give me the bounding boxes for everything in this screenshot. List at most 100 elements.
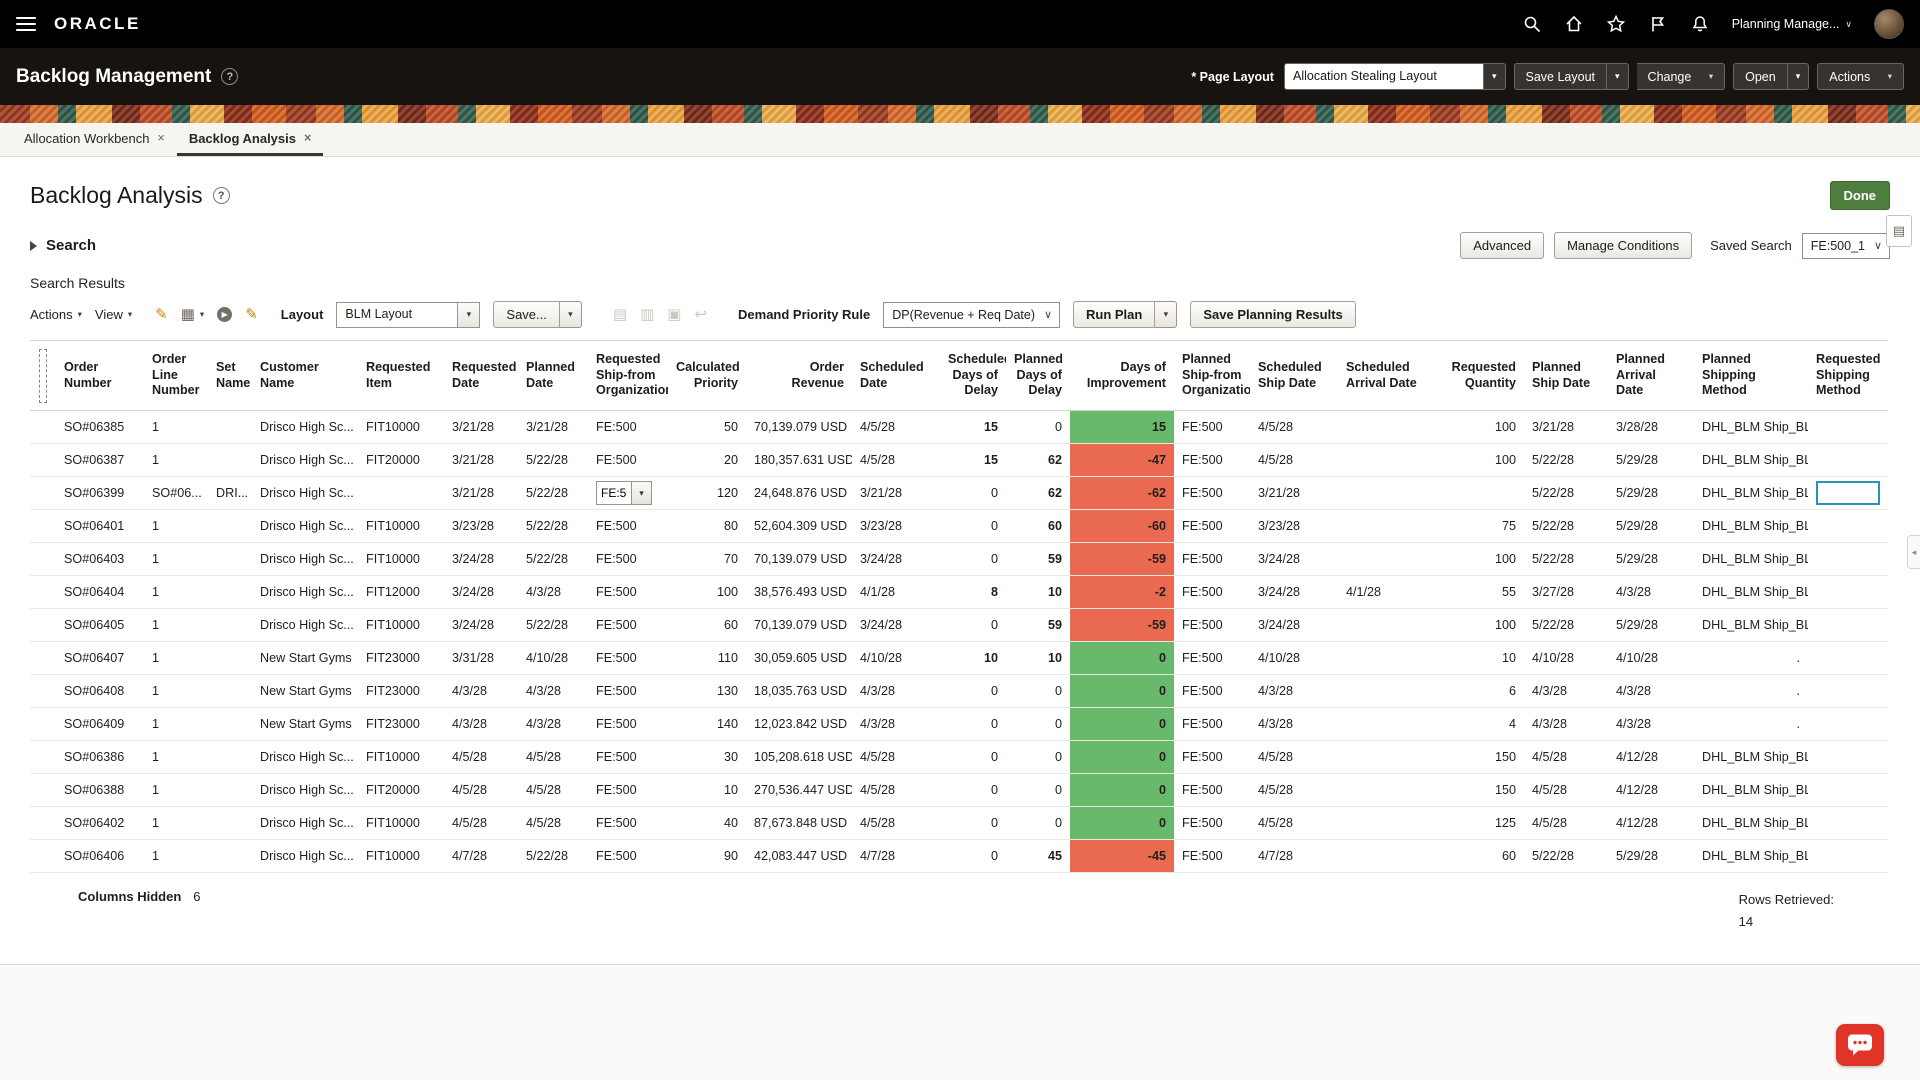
tab-close-icon[interactable]: × xyxy=(158,131,165,145)
column-header[interactable]: Planned Arrival Date xyxy=(1608,341,1694,411)
search-icon[interactable] xyxy=(1522,14,1542,34)
requested-shipping-method-input[interactable] xyxy=(1816,481,1880,505)
view-menu[interactable]: View▾ xyxy=(95,307,132,322)
announcements-flag-icon[interactable] xyxy=(1648,14,1668,34)
user-menu[interactable]: Planning Manage... ∨ xyxy=(1732,17,1852,31)
row-selector[interactable] xyxy=(30,642,56,675)
row-selector[interactable] xyxy=(30,609,56,642)
saved-search-select[interactable]: FE:500_1 ∨ xyxy=(1802,233,1890,259)
column-header[interactable]: Requested Shipping Method xyxy=(1808,341,1888,411)
save-planning-results-button[interactable]: Save Planning Results xyxy=(1190,301,1355,328)
row-selector[interactable] xyxy=(30,411,56,444)
mass-edit-icon[interactable]: ✎ xyxy=(245,307,258,322)
manage-conditions-button[interactable]: Manage Conditions xyxy=(1554,232,1692,259)
column-header[interactable]: Order Revenue xyxy=(746,341,852,411)
panel-collapse-handle[interactable]: ◂ xyxy=(1907,535,1920,569)
header-actions-button[interactable]: Actions ▾ xyxy=(1817,63,1904,90)
table-row[interactable]: SO#06399SO#06...DRI...Drisco High Sc...3… xyxy=(30,477,1888,510)
column-header[interactable]: Order Line Number xyxy=(144,341,208,411)
disclosure-triangle-icon[interactable] xyxy=(30,241,37,251)
advanced-button[interactable]: Advanced xyxy=(1460,232,1544,259)
open-button[interactable]: Open xyxy=(1733,63,1788,90)
selection-handle[interactable] xyxy=(39,349,47,403)
row-selector[interactable] xyxy=(30,774,56,807)
save-layout-dropdown-button[interactable]: ▾ xyxy=(1607,63,1629,90)
table-row[interactable]: SO#064091New Start GymsFIT230004/3/284/3… xyxy=(30,708,1888,741)
table-row[interactable]: SO#063851Drisco High Sc...FIT100003/21/2… xyxy=(30,411,1888,444)
columns-menu[interactable]: ▦▾ xyxy=(181,307,204,322)
favorites-star-icon[interactable] xyxy=(1606,14,1626,34)
table-row[interactable]: SO#063881Drisco High Sc...FIT200004/5/28… xyxy=(30,774,1888,807)
table-row[interactable]: SO#064051Drisco High Sc...FIT100003/24/2… xyxy=(30,609,1888,642)
tab-close-icon[interactable]: × xyxy=(304,131,311,145)
row-selector-header[interactable] xyxy=(30,341,56,411)
column-header[interactable]: Scheduled Ship Date xyxy=(1250,341,1338,411)
row-selector[interactable] xyxy=(30,543,56,576)
actions-menu[interactable]: Actions▾ xyxy=(30,307,82,322)
column-header[interactable]: Customer Name xyxy=(252,341,358,411)
column-header[interactable]: Set Name xyxy=(208,341,252,411)
row-selector[interactable] xyxy=(30,576,56,609)
demand-priority-rule-select[interactable]: DP(Revenue + Req Date) ∨ xyxy=(883,302,1060,328)
ship-from-org-input[interactable] xyxy=(596,481,632,505)
layout-value[interactable]: BLM Layout xyxy=(336,302,458,328)
column-header[interactable]: Requested Item xyxy=(358,341,444,411)
column-header[interactable]: Requested Date xyxy=(444,341,518,411)
table-row[interactable]: SO#064031Drisco High Sc...FIT100003/24/2… xyxy=(30,543,1888,576)
column-header[interactable]: Scheduled Date xyxy=(852,341,940,411)
row-selector[interactable] xyxy=(30,807,56,840)
run-plan-dropdown-button[interactable]: ▾ xyxy=(1155,301,1177,328)
table-row[interactable]: SO#063871Drisco High Sc...FIT200003/21/2… xyxy=(30,444,1888,477)
column-header[interactable]: Planned Date xyxy=(518,341,588,411)
notifications-bell-icon[interactable] xyxy=(1690,14,1710,34)
row-selector[interactable] xyxy=(30,444,56,477)
avatar[interactable] xyxy=(1874,9,1904,39)
row-selector[interactable] xyxy=(30,708,56,741)
table-row[interactable]: SO#064071New Start GymsFIT230003/31/284/… xyxy=(30,642,1888,675)
page-layout-value[interactable]: Allocation Stealing Layout xyxy=(1284,63,1484,90)
table-row[interactable]: SO#064041Drisco High Sc...FIT120003/24/2… xyxy=(30,576,1888,609)
table-row[interactable]: SO#063861Drisco High Sc...FIT100004/5/28… xyxy=(30,741,1888,774)
column-header[interactable]: Planned Ship-from Organization xyxy=(1174,341,1250,411)
row-selector[interactable] xyxy=(30,840,56,873)
column-header[interactable]: Planned Days of Delay xyxy=(1006,341,1070,411)
page-layout-dropdown-button[interactable]: ▾ xyxy=(1484,63,1506,90)
row-selector[interactable] xyxy=(30,675,56,708)
column-header[interactable]: Order Number xyxy=(56,341,144,411)
row-selector[interactable] xyxy=(30,510,56,543)
menu-icon[interactable] xyxy=(16,13,36,35)
table-row[interactable]: SO#064011Drisco High Sc...FIT100003/23/2… xyxy=(30,510,1888,543)
column-header[interactable]: Scheduled Arrival Date xyxy=(1338,341,1432,411)
column-header[interactable]: Requested Ship-from Organization xyxy=(588,341,668,411)
save-layout-button[interactable]: Save Layout xyxy=(1514,63,1608,90)
column-header[interactable]: Days of Improvement xyxy=(1070,341,1174,411)
ship-from-org-editor[interactable]: ▾ xyxy=(596,481,652,505)
tab-allocation-workbench[interactable]: Allocation Workbench × xyxy=(12,123,177,156)
help-icon[interactable]: ? xyxy=(213,187,230,204)
run-plan-button[interactable]: Run Plan xyxy=(1073,301,1155,328)
column-header[interactable]: Planned Shipping Method xyxy=(1694,341,1808,411)
column-header[interactable]: Calculated Priority xyxy=(668,341,746,411)
side-panel-toggle-icon[interactable]: ▤ xyxy=(1886,215,1912,247)
tab-backlog-analysis[interactable]: Backlog Analysis × xyxy=(177,123,324,156)
save-dropdown-button[interactable]: ▾ xyxy=(560,301,582,328)
help-icon[interactable]: ? xyxy=(221,68,238,85)
change-button[interactable]: Change ▾ xyxy=(1637,63,1726,90)
table-row[interactable]: SO#064021Drisco High Sc...FIT100004/5/28… xyxy=(30,807,1888,840)
home-icon[interactable] xyxy=(1564,14,1584,34)
chat-button[interactable] xyxy=(1836,1024,1884,1066)
column-header[interactable]: Scheduled Days of Delay xyxy=(940,341,1006,411)
layout-dropdown-button[interactable]: ▾ xyxy=(458,302,480,328)
open-dropdown-button[interactable]: ▾ xyxy=(1788,63,1810,90)
row-selector[interactable] xyxy=(30,741,56,774)
go-icon[interactable]: ▶ xyxy=(217,307,232,322)
ship-from-org-dropdown-button[interactable]: ▾ xyxy=(632,481,652,505)
done-button[interactable]: Done xyxy=(1830,181,1891,210)
table-row[interactable]: SO#064061Drisco High Sc...FIT100004/7/28… xyxy=(30,840,1888,873)
row-selector[interactable] xyxy=(30,477,56,510)
column-header[interactable]: Planned Ship Date xyxy=(1524,341,1608,411)
save-button[interactable]: Save... xyxy=(493,301,559,328)
edit-icon[interactable]: ✎ xyxy=(155,307,168,322)
table-row[interactable]: SO#064081New Start GymsFIT230004/3/284/3… xyxy=(30,675,1888,708)
column-header[interactable]: Requested Quantity xyxy=(1432,341,1524,411)
